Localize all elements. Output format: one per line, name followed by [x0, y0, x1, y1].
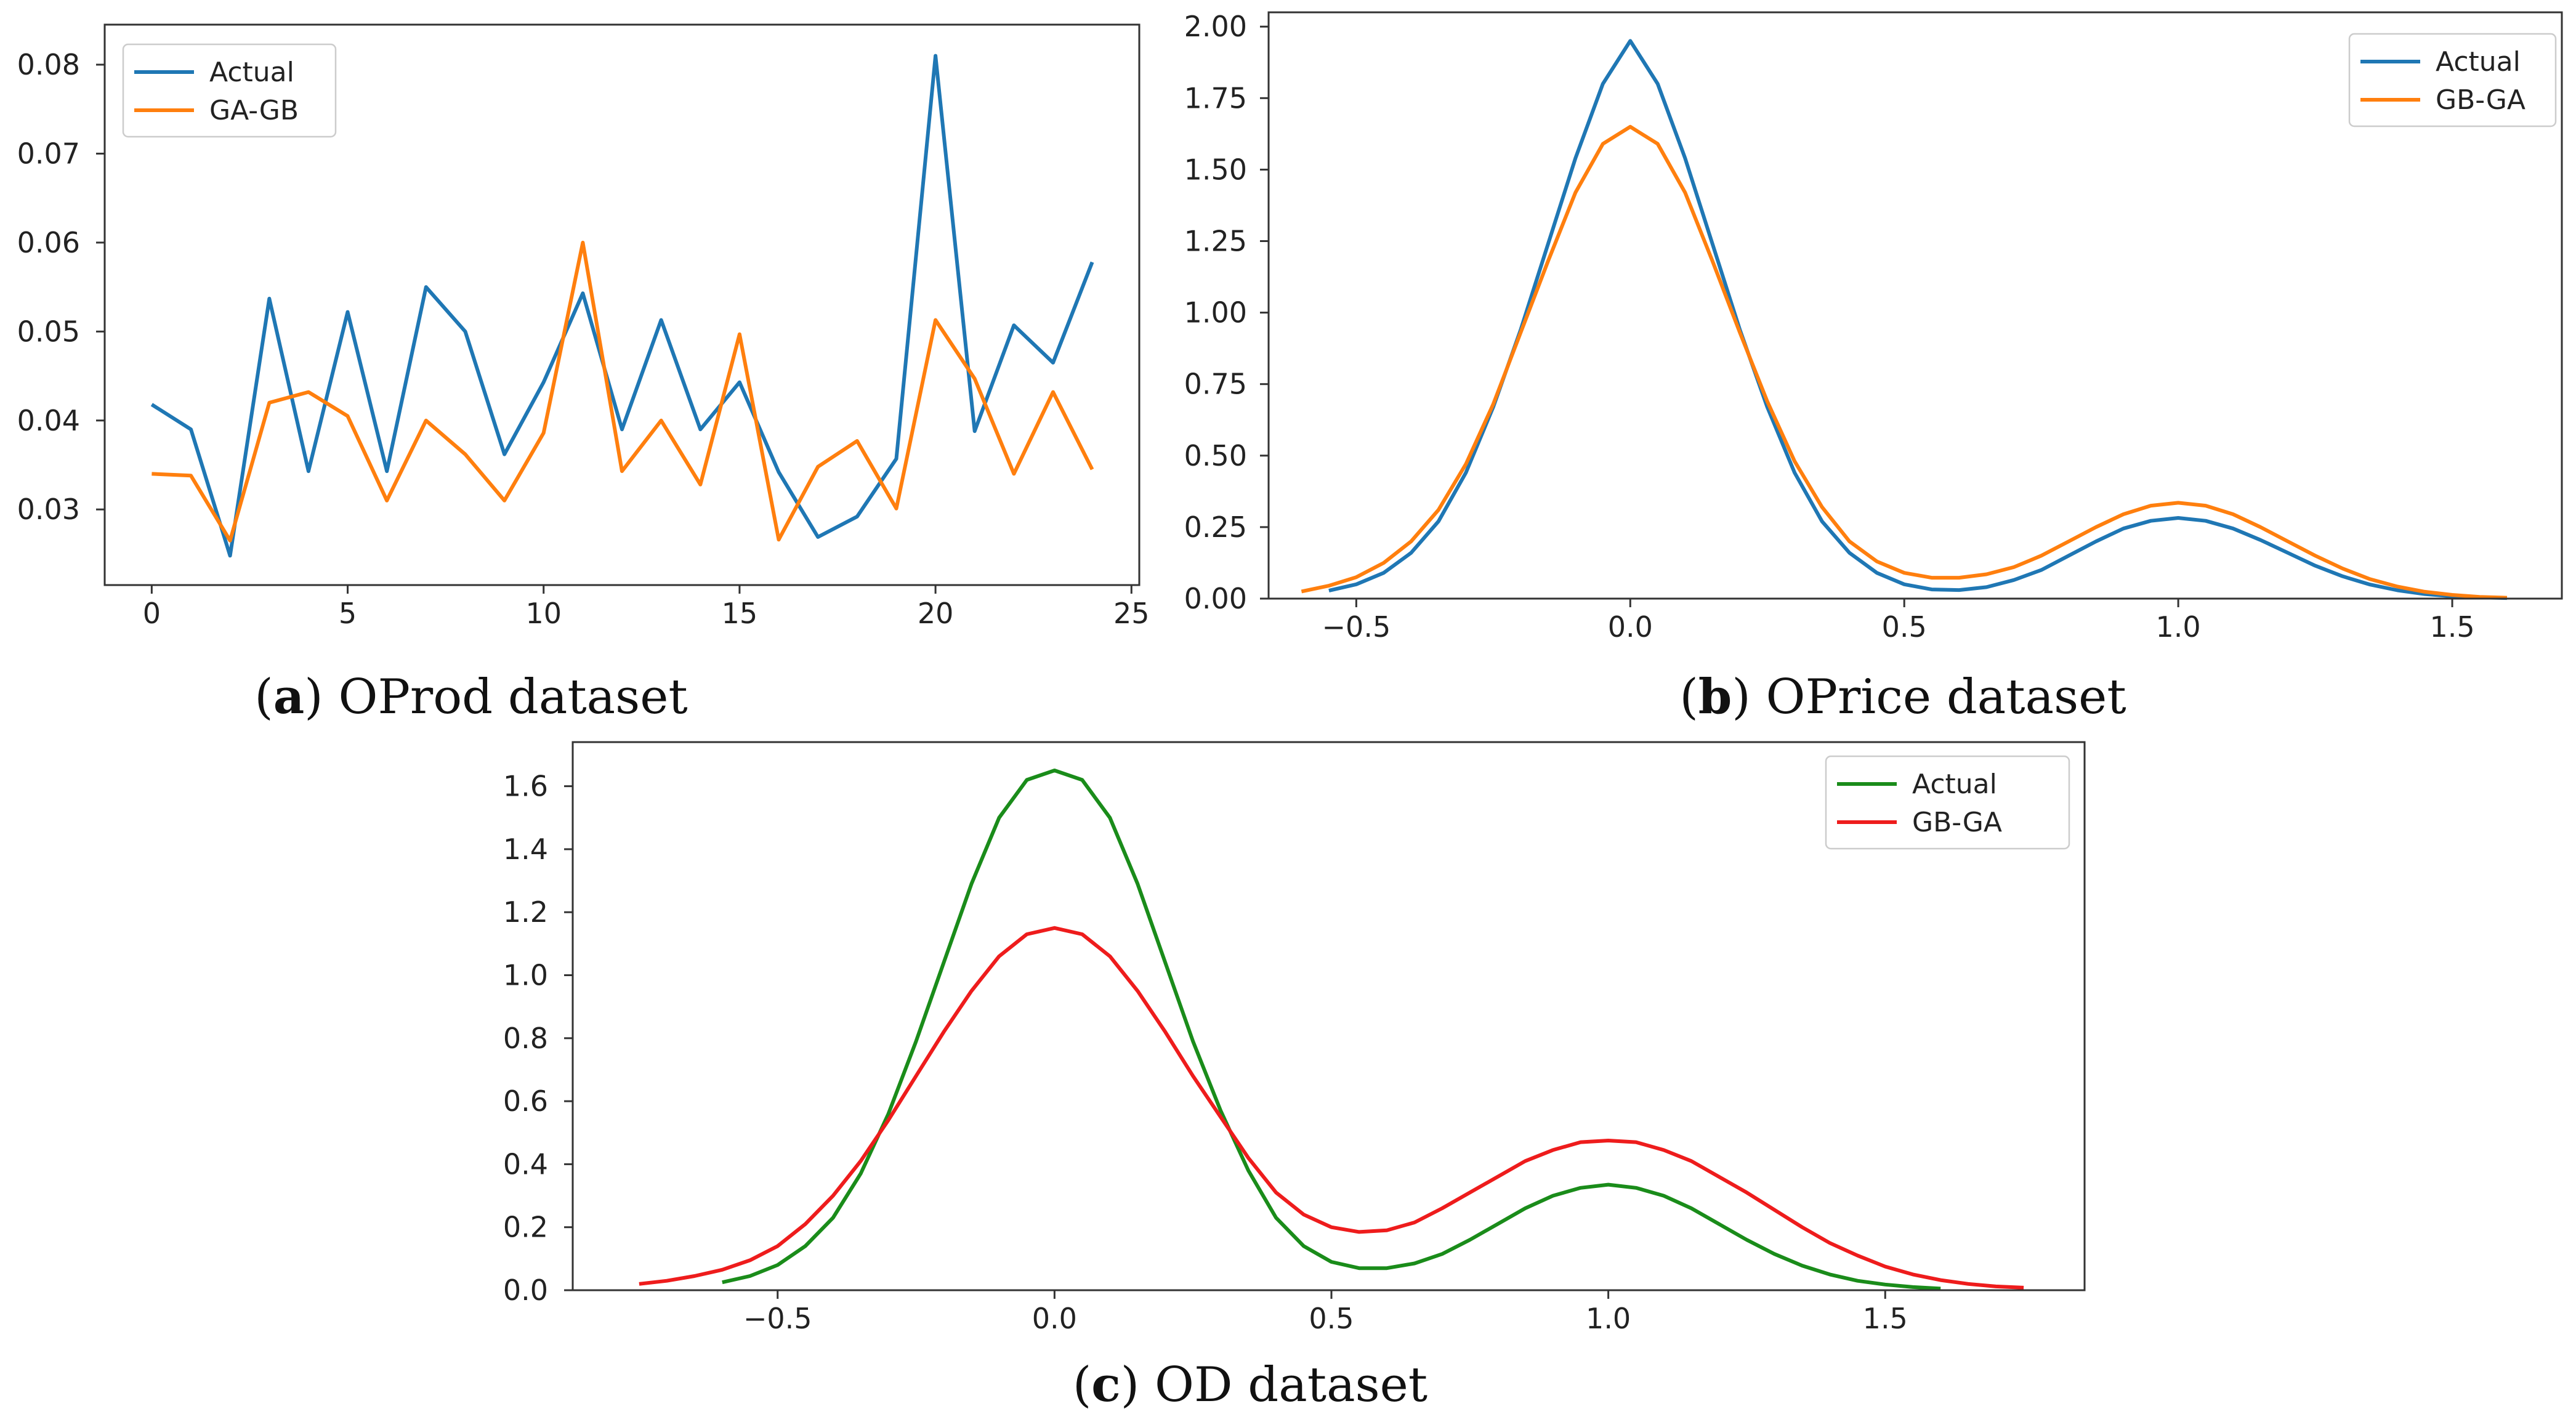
legend-box — [2348, 33, 2557, 127]
plot-frame — [1267, 11, 2563, 600]
y-tick-label: 1.4 — [503, 833, 548, 866]
legend-label: GB-GA — [1912, 807, 2002, 838]
y-tick-label: 1.6 — [503, 770, 548, 803]
x-tick-label: 15 — [722, 597, 758, 630]
y-tick-label: 0.00 — [1184, 582, 1247, 615]
y-tick-label: 1.0 — [503, 959, 548, 992]
y-tick-label: 0.07 — [17, 137, 80, 170]
panel-od: −0.5 0.0 0.5 1.0 1.5 0.0 0.2 0.4 0.6 0.8 1.0 1.2 1.4… — [503, 741, 2086, 1335]
series-line-gb-ga — [1301, 124, 2508, 600]
y-tick-label: 0.50 — [1184, 439, 1247, 472]
plot-frame — [103, 23, 1141, 586]
plot-frame — [571, 741, 2086, 1291]
legend-label: GB-GA — [2436, 84, 2526, 116]
x-tick-label: 0.5 — [1309, 1302, 1354, 1335]
y-tick-label: 1.75 — [1184, 81, 1247, 115]
legend-label: Actual — [2436, 46, 2521, 78]
y-tick-label: 1.25 — [1184, 225, 1247, 258]
caption-od: (c) OD dataset — [1073, 1357, 1427, 1413]
series-line-actual — [150, 54, 1094, 558]
y-tick-label: 0.6 — [503, 1085, 548, 1118]
y-tick-label: 0.8 — [503, 1022, 548, 1055]
x-tick-label: −0.5 — [1322, 610, 1391, 644]
legend-box — [122, 43, 337, 138]
legend-box — [1825, 755, 2070, 850]
x-tick-label: 1.5 — [2429, 610, 2474, 644]
x-tick-label: 20 — [918, 597, 954, 630]
x-tick-label: 0.0 — [1608, 610, 1653, 644]
y-tick-label: 0.06 — [17, 226, 80, 259]
x-tick-label: 1.0 — [2156, 610, 2201, 644]
x-tick-label: 1.5 — [1863, 1302, 1908, 1335]
caption-letter: a — [273, 669, 305, 725]
x-tick-label: 0 — [143, 597, 161, 630]
caption-letter: b — [1698, 669, 1732, 725]
y-tick-label: 0.04 — [17, 404, 80, 437]
x-tick-label: 5 — [339, 597, 357, 630]
panel-oprod: 0 5 10 15 20 25 0.03 0.04 0.05 0.06 0.07 0.08 Actual… — [17, 23, 1150, 630]
y-tick-label: 0.08 — [17, 48, 80, 81]
y-tick-label: 0.2 — [503, 1211, 548, 1244]
y-tick-label: 0.03 — [17, 493, 80, 526]
x-tick-label: 25 — [1113, 597, 1150, 630]
y-tick-label: 0.05 — [17, 315, 80, 348]
series-line-gb-ga — [639, 926, 2024, 1290]
x-tick-label: 0.5 — [1882, 610, 1927, 644]
y-tick-label: 0.75 — [1184, 368, 1247, 401]
legend-label: Actual — [209, 57, 294, 88]
legend-label: Actual — [1912, 769, 1997, 800]
legend-label: GA-GB — [209, 95, 299, 126]
x-tick-label: 1.0 — [1586, 1302, 1631, 1335]
caption-letter: c — [1091, 1357, 1121, 1413]
y-tick-label: 0.4 — [503, 1147, 548, 1181]
caption-text: OPrice dataset — [1766, 669, 2126, 725]
caption-text: OProd dataset — [339, 669, 688, 725]
y-tick-label: 1.2 — [503, 895, 548, 929]
y-tick-label: 2.00 — [1184, 10, 1247, 43]
y-tick-label: 0.25 — [1184, 511, 1247, 544]
x-tick-label: 10 — [525, 597, 562, 630]
caption-text: OD dataset — [1155, 1357, 1427, 1413]
series-line-actual — [1328, 39, 2508, 600]
series-line-actual — [722, 769, 1941, 1291]
y-tick-label: 0.0 — [503, 1274, 548, 1307]
caption-oprice: (b) OPrice dataset — [1679, 669, 2126, 725]
y-tick-label: 1.00 — [1184, 296, 1247, 329]
series-line-ga-gb — [151, 240, 1094, 543]
caption-oprod: (a) OProd dataset — [254, 669, 687, 725]
y-tick-label: 1.50 — [1184, 153, 1247, 186]
x-tick-label: 0.0 — [1032, 1302, 1077, 1335]
panel-oprice: −0.5 0.0 0.5 1.0 1.5 0.00 0.25 0.50 0.75 1.00 1.25… — [1184, 10, 2563, 644]
x-tick-label: −0.5 — [743, 1302, 812, 1335]
